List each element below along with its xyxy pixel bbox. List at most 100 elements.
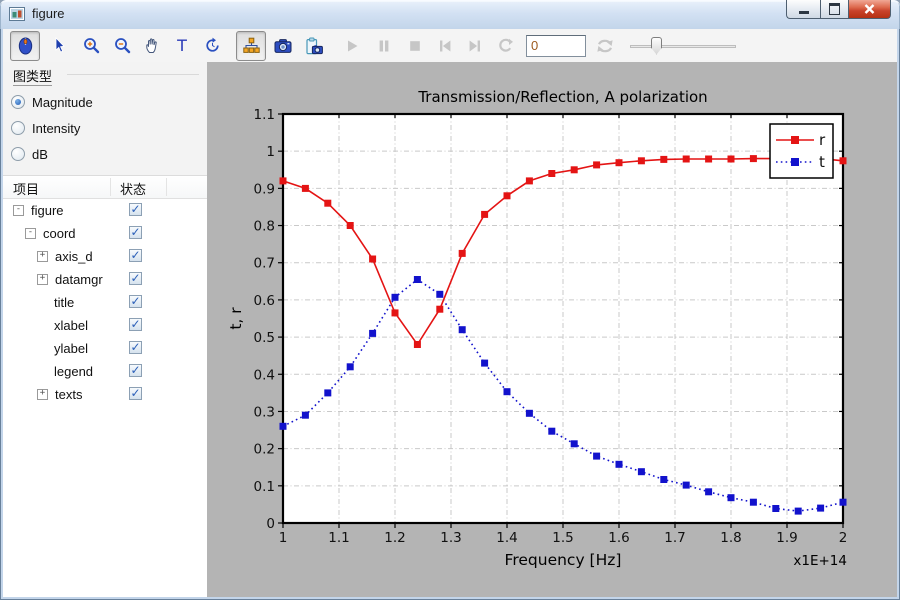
- tree-item-title[interactable]: title ✓: [3, 291, 207, 314]
- expand-icon[interactable]: +: [37, 274, 48, 285]
- group-divider: [67, 74, 199, 75]
- play-button[interactable]: [337, 31, 367, 61]
- replay-icon: [498, 38, 513, 52]
- item-checkbox[interactable]: ✓: [129, 316, 142, 331]
- select-cursor-button[interactable]: [44, 31, 74, 61]
- tree-item-label: texts: [55, 387, 83, 402]
- svg-text:0.4: 0.4: [254, 367, 275, 383]
- item-checkbox[interactable]: ✓: [129, 247, 142, 262]
- svg-text:1.1: 1.1: [254, 107, 275, 123]
- tree-item-label: legend: [54, 364, 94, 379]
- copy-snapshot-icon: [306, 37, 323, 54]
- pause-icon: [379, 40, 389, 51]
- frame-number-input[interactable]: [526, 34, 586, 57]
- item-checkbox[interactable]: ✓: [129, 224, 142, 239]
- svg-text:0.1: 0.1: [254, 479, 275, 495]
- svg-text:1.8: 1.8: [720, 530, 741, 546]
- tree-item-xlabel[interactable]: xlabel ✓: [3, 314, 207, 337]
- tree-column-state: 状态: [120, 182, 147, 197]
- object-tree: 项目 状态 - figure ✓ - coord ✓ + axis_d ✓ + datamgr ✓ ti…: [3, 175, 207, 597]
- stop-button[interactable]: [400, 31, 430, 61]
- rotate-icon: [205, 37, 219, 52]
- svg-text:1.9: 1.9: [776, 530, 797, 546]
- item-checkbox[interactable]: ✓: [129, 293, 142, 308]
- svg-text:1.4: 1.4: [496, 530, 517, 546]
- replay-button[interactable]: [490, 31, 520, 61]
- first-frame-button[interactable]: [430, 31, 460, 61]
- tree-item-label: datamgr: [55, 272, 103, 287]
- zoom-in-button[interactable]: [76, 31, 106, 61]
- item-checkbox[interactable]: ✓: [129, 362, 142, 377]
- svg-text:Transmission/Reflection, A pol: Transmission/Reflection, A polarization: [417, 88, 707, 106]
- speed-slider[interactable]: [630, 36, 736, 56]
- window-title: figure: [32, 6, 65, 21]
- zoom-out-icon: [114, 38, 130, 54]
- collapse-icon[interactable]: -: [13, 205, 24, 216]
- svg-text:t, r: t, r: [227, 307, 245, 330]
- pause-button[interactable]: [369, 31, 399, 61]
- tree-item-legend[interactable]: legend ✓: [3, 360, 207, 383]
- svg-text:1: 1: [266, 144, 275, 160]
- figure-canvas[interactable]: 1 1.1 1.2 1.3 1.4 1.5 1.6 1.7 1.8 1.9 2 0 0.1 0.2 0.3 0…: [207, 62, 897, 597]
- titlebar: figure: [0, 0, 900, 29]
- tree-item-coord[interactable]: - coord ✓: [3, 222, 207, 245]
- refresh-button[interactable]: [590, 31, 620, 61]
- radio-option-magnitude[interactable]: Magnitude: [11, 92, 93, 112]
- last-frame-button[interactable]: [460, 31, 490, 61]
- expand-icon[interactable]: +: [37, 251, 48, 262]
- radio-icon[interactable]: [11, 147, 25, 161]
- copy-snapshot-button[interactable]: [299, 31, 329, 61]
- radio-selected-icon[interactable]: [11, 95, 25, 109]
- tree-item-label: figure: [31, 203, 64, 218]
- item-checkbox[interactable]: ✓: [129, 385, 142, 400]
- tree-item-label: xlabel: [54, 318, 88, 333]
- scene-tree-icon: [242, 37, 260, 53]
- item-checkbox[interactable]: ✓: [129, 201, 142, 216]
- svg-text:2: 2: [839, 530, 848, 546]
- mouse-mode-button[interactable]: [10, 30, 40, 61]
- svg-text:0.7: 0.7: [254, 256, 275, 272]
- svg-text:Frequency [Hz]: Frequency [Hz]: [505, 551, 622, 569]
- collapse-icon[interactable]: -: [25, 228, 36, 239]
- svg-text:0.5: 0.5: [254, 330, 275, 346]
- window-icon: [9, 7, 25, 21]
- tree-item-ylabel[interactable]: ylabel ✓: [3, 337, 207, 360]
- mouse-icon: [18, 37, 32, 55]
- text-tool-button[interactable]: T: [167, 31, 197, 61]
- minimize-button[interactable]: [786, 0, 820, 19]
- hand-icon: [146, 38, 157, 53]
- tree-item-datamgr[interactable]: + datamgr ✓: [3, 268, 207, 291]
- close-button[interactable]: [849, 0, 891, 19]
- expand-icon[interactable]: +: [37, 389, 48, 400]
- toolbar: T: [3, 29, 897, 63]
- svg-text:1.7: 1.7: [664, 530, 685, 546]
- zoom-in-icon: [83, 38, 99, 54]
- zoom-out-button[interactable]: [107, 31, 137, 61]
- svg-text:x1E+14: x1E+14: [793, 553, 847, 569]
- svg-text:1.3: 1.3: [440, 530, 461, 546]
- svg-text:0: 0: [266, 516, 275, 532]
- item-checkbox[interactable]: ✓: [129, 339, 142, 354]
- radio-icon[interactable]: [11, 121, 25, 135]
- text-tool-icon: T: [176, 37, 187, 54]
- close-icon: [864, 4, 875, 14]
- radio-option-intensity[interactable]: Intensity: [11, 118, 80, 138]
- plot-svg[interactable]: 1 1.1 1.2 1.3 1.4 1.5 1.6 1.7 1.8 1.9 2 0 0.1 0.2 0.3 0…: [207, 62, 897, 597]
- item-checkbox[interactable]: ✓: [129, 270, 142, 285]
- rotate-button[interactable]: [197, 31, 227, 61]
- tree-item-label: ylabel: [54, 341, 88, 356]
- snapshot-button[interactable]: [268, 31, 298, 61]
- radio-option-db[interactable]: dB: [11, 144, 48, 164]
- pan-button[interactable]: [137, 31, 167, 61]
- slider-thumb[interactable]: [651, 36, 662, 55]
- tree-item-axis_d[interactable]: + axis_d ✓: [3, 245, 207, 268]
- maximize-button[interactable]: [820, 0, 849, 19]
- play-icon: [348, 40, 358, 51]
- scene-tree-button[interactable]: [236, 30, 266, 61]
- svg-text:T: T: [176, 37, 187, 54]
- sidebar: 图类型 Magnitude Intensity dB 项目 状态 - figure ✓ -…: [3, 62, 207, 597]
- tree-item-figure[interactable]: - figure ✓: [3, 199, 207, 222]
- tree-item-texts[interactable]: + texts ✓: [3, 383, 207, 406]
- svg-text:1.1: 1.1: [328, 530, 349, 546]
